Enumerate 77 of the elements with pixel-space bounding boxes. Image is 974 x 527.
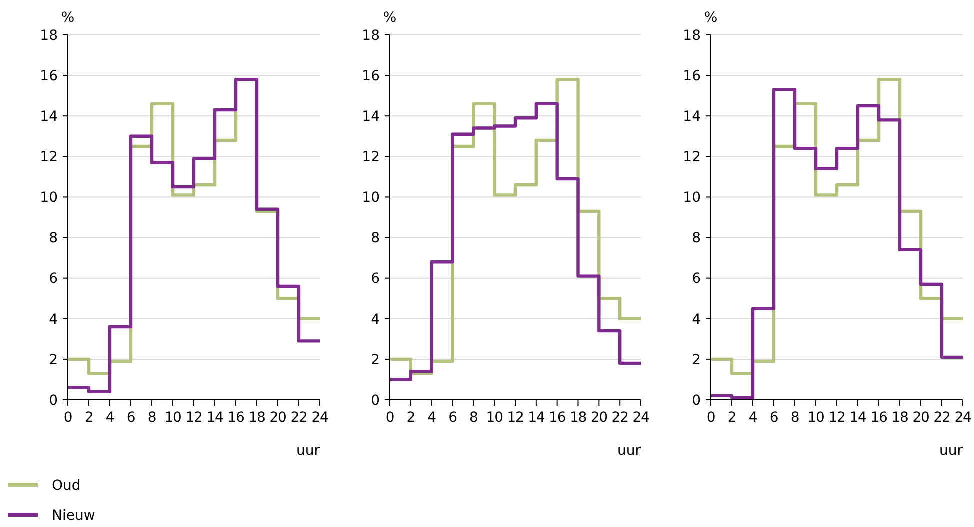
y-tick-label: 12 [40, 150, 58, 166]
x-tick-label: 10 [164, 410, 182, 426]
y-tick-label: 8 [371, 230, 380, 247]
y-tick-label: 18 [40, 28, 58, 44]
y-tick-label: 14 [683, 109, 702, 126]
y-tick-label: 12 [362, 150, 380, 166]
y-tick-label: 16 [362, 68, 380, 84]
x-tick-label: 20 [590, 410, 608, 426]
x-tick-label: 18 [570, 410, 587, 426]
y-tick-label: 6 [49, 271, 58, 288]
x-axis-title: uur [296, 443, 320, 459]
x-tick-label: 8 [470, 410, 478, 426]
y-tick-label: 16 [683, 68, 702, 84]
x-tick-label: 0 [706, 410, 716, 426]
x-tick-label: 16 [549, 410, 566, 426]
y-tick-label: 10 [40, 190, 58, 206]
y-tick-label: 0 [692, 392, 701, 409]
y-tick-label: 14 [40, 109, 58, 126]
x-tick-label: 20 [912, 410, 930, 426]
x-tick-label: 20 [270, 410, 286, 426]
legend-label: Nieuw [52, 508, 96, 524]
y-tick-label: 6 [371, 271, 380, 288]
x-tick-label: 6 [448, 410, 458, 426]
x-axis-title: uur [617, 443, 642, 459]
x-tick-label: 4 [748, 410, 758, 426]
y-tick-label: 8 [49, 230, 58, 247]
y-tick-label: 14 [362, 109, 380, 126]
y-tick-label: 2 [49, 352, 58, 368]
x-tick-label: 24 [632, 410, 650, 426]
y-tick-label: 4 [371, 312, 380, 328]
x-tick-label: 18 [892, 410, 908, 426]
x-tick-label: 4 [428, 410, 437, 426]
y-tick-label: 2 [692, 352, 701, 368]
x-tick-label: 14 [850, 410, 867, 426]
x-tick-label: 6 [770, 410, 779, 426]
y-tick-label: 6 [692, 271, 702, 288]
x-tick-label: 16 [870, 410, 888, 426]
y-axis-title: % [704, 10, 718, 26]
x-tick-label: 24 [954, 410, 972, 426]
y-tick-label: 0 [49, 392, 58, 409]
x-axis-title: uur [939, 443, 964, 459]
x-tick-label: 12 [186, 410, 202, 426]
x-tick-label: 4 [106, 410, 115, 426]
x-tick-label: 22 [612, 410, 628, 426]
y-axis-title: % [61, 10, 75, 26]
y-tick-label: 10 [683, 190, 701, 206]
x-tick-label: 2 [84, 410, 94, 426]
y-tick-label: 4 [692, 312, 702, 328]
x-tick-label: 10 [486, 410, 503, 426]
y-tick-label: 2 [371, 352, 380, 368]
x-tick-label: 24 [312, 410, 329, 426]
x-tick-label: 16 [228, 410, 245, 426]
y-tick-label: 0 [371, 392, 380, 409]
x-tick-label: 0 [64, 410, 72, 426]
x-tick-label: 6 [126, 410, 136, 426]
x-tick-label: 8 [790, 410, 800, 426]
y-tick-label: 8 [692, 230, 701, 247]
x-tick-label: 22 [934, 410, 950, 426]
x-tick-label: 2 [406, 410, 416, 426]
x-tick-label: 14 [206, 410, 224, 426]
y-tick-label: 10 [362, 190, 380, 206]
y-tick-label: 12 [683, 150, 701, 166]
x-tick-label: 12 [507, 410, 524, 426]
y-tick-label: 18 [683, 28, 701, 44]
y-tick-label: 18 [362, 28, 380, 44]
x-tick-label: 8 [148, 410, 156, 426]
legend-label: Oud [52, 478, 81, 494]
x-tick-label: 10 [808, 410, 824, 426]
y-tick-label: 16 [40, 68, 58, 84]
y-tick-label: 4 [49, 312, 58, 328]
x-tick-label: 18 [248, 410, 266, 426]
x-tick-label: 14 [528, 410, 546, 426]
y-axis-title: % [383, 10, 397, 26]
x-tick-label: 2 [728, 410, 736, 426]
x-tick-label: 0 [386, 410, 394, 426]
x-tick-label: 22 [290, 410, 308, 426]
x-tick-label: 12 [828, 410, 846, 426]
